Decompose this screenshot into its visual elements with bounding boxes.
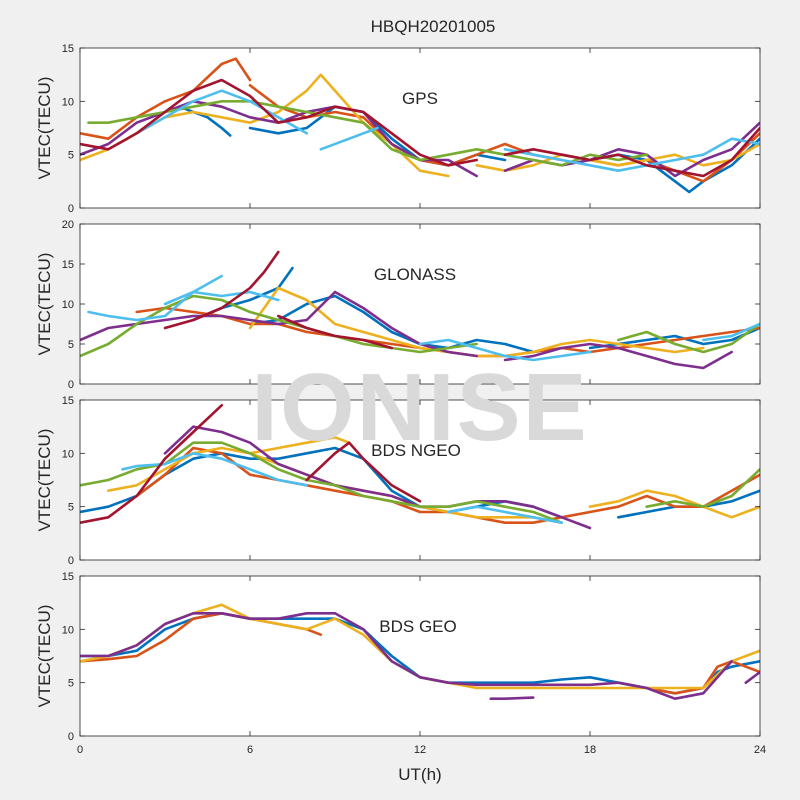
- series-line: [588, 489, 760, 519]
- series-line: [617, 322, 760, 354]
- series-line: [744, 670, 760, 684]
- series-line: [80, 290, 478, 358]
- x-axis-title: UT(h): [398, 765, 441, 784]
- series-line: [121, 452, 308, 487]
- y-tick-label: 0: [68, 555, 74, 567]
- series-line: [277, 314, 393, 350]
- series-line: [87, 100, 648, 167]
- y-tick-label: 15: [62, 395, 74, 407]
- series-line: [135, 89, 308, 135]
- series-group: [80, 603, 760, 700]
- y-tick-label: 15: [62, 43, 74, 55]
- series-line: [475, 142, 760, 172]
- y-axis-title: VTEC(TECU): [35, 429, 54, 532]
- series-line: [163, 425, 592, 530]
- series-line: [702, 322, 760, 342]
- x-tick-label: 0: [77, 744, 83, 756]
- y-tick-label: 0: [68, 203, 74, 215]
- series-line: [80, 612, 733, 700]
- y-tick-label: 0: [68, 379, 74, 391]
- series-line: [80, 78, 478, 167]
- y-axis-title: VTEC(TECU): [35, 605, 54, 708]
- series-line: [80, 404, 223, 524]
- y-tick-label: 15: [62, 571, 74, 583]
- panel-bds-ngeo: 0 5 10 15 VTEC(TECU) BDS NGEO: [35, 395, 761, 567]
- panel-label-glonass: GLONASS: [374, 265, 456, 284]
- y-axis-title: VTEC(TECU): [35, 253, 54, 356]
- x-tick-label: 12: [414, 744, 426, 756]
- panels: 0 5 10 15 VTEC(TECU) GPS 0 5 10 15 20 VTEC(TECU) GLO…: [35, 43, 766, 756]
- plot-area: [80, 576, 760, 736]
- y-axis-title: VTEC(TECU): [35, 77, 54, 180]
- series-line: [503, 137, 760, 172]
- x-tick-label: 6: [247, 744, 253, 756]
- y-tick-label: 10: [62, 624, 74, 636]
- panel-label-gps: GPS: [402, 89, 438, 108]
- series-line: [489, 696, 535, 700]
- series-line: [87, 274, 223, 322]
- y-tick-label: 5: [68, 150, 74, 162]
- y-tick-label: 5: [68, 502, 74, 514]
- series-line: [447, 505, 563, 524]
- y-tick-label: 10: [62, 448, 74, 460]
- series-line: [503, 126, 760, 178]
- y-tick-label: 10: [62, 299, 74, 311]
- y-tick-label: 20: [62, 219, 74, 231]
- series-line: [418, 338, 592, 362]
- y-tick-label: 5: [68, 678, 74, 690]
- y-tick-label: 0: [68, 731, 74, 743]
- series-line: [163, 290, 280, 306]
- series-group: [80, 404, 760, 530]
- plot-area: [80, 48, 760, 208]
- y-tick-label: 15: [62, 259, 74, 271]
- series-line: [80, 57, 252, 140]
- y-tick-label: 5: [68, 339, 74, 351]
- panel-label-bds-geo: BDS GEO: [379, 617, 456, 636]
- figure-title: HBQH20201005: [371, 17, 496, 36]
- series-line: [645, 468, 760, 508]
- series-group: [80, 250, 760, 370]
- x-tick-label: 24: [754, 744, 766, 756]
- series-line: [248, 294, 535, 354]
- panel-glonass: 0 5 10 15 20 VTEC(TECU) GLONASS: [35, 219, 761, 391]
- panel-bds-geo: 0 6 12 18 24 0 5 10 15 VTEC(TECU) BDS GEO: [35, 571, 766, 756]
- series-line: [163, 250, 280, 330]
- panel-gps: 0 5 10 15 VTEC(TECU) GPS: [35, 43, 761, 215]
- series-line: [248, 436, 351, 455]
- series-line: [503, 342, 733, 370]
- panel-label-bds-ngeo: BDS NGEO: [371, 441, 461, 460]
- x-tick-label: 18: [584, 744, 596, 756]
- series-line: [305, 441, 422, 503]
- series-line: [319, 126, 379, 151]
- series-line: [645, 660, 760, 695]
- y-tick-label: 10: [62, 96, 74, 108]
- watermark-text: IONISE: [251, 354, 588, 461]
- series-group: [80, 57, 760, 194]
